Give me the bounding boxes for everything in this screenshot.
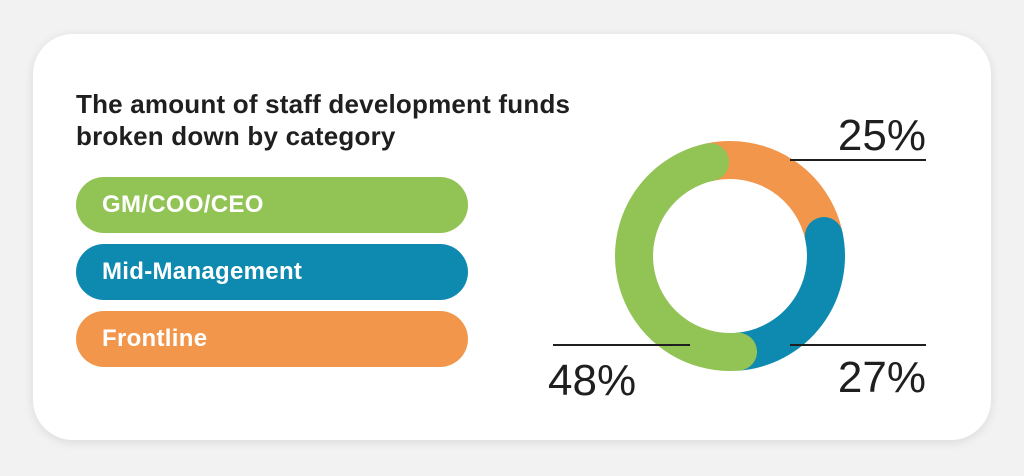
legend-label: Mid-Management <box>102 258 303 285</box>
legend-label: Frontline <box>102 325 208 352</box>
legend-label: GM/COO/CEO <box>102 191 264 218</box>
legend: GM/COO/CEO Mid-Management Frontline <box>76 177 468 378</box>
legend-item-frontline: Frontline <box>76 311 468 367</box>
legend-item-mid-management: Mid-Management <box>76 244 468 300</box>
legend-item-gm-coo-ceo: GM/COO/CEO <box>76 177 468 233</box>
chart-title: The amount of staff development funds br… <box>76 89 571 151</box>
